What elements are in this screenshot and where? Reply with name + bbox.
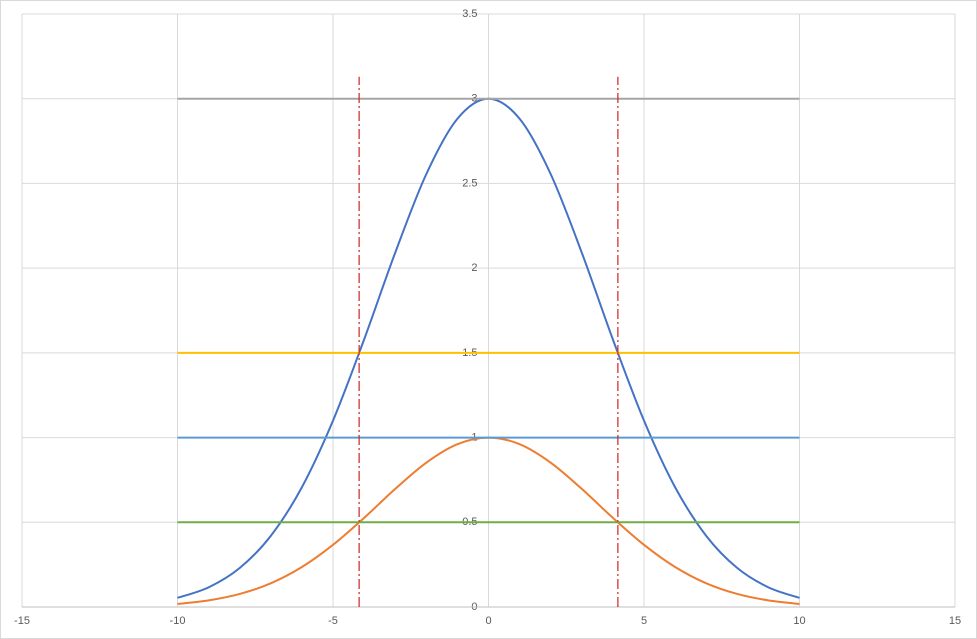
x-tick-label: -15 [14,615,30,627]
x-tick-label: -10 [170,615,186,627]
x-tick-label: 10 [793,615,805,627]
x-tick-label: 5 [641,615,647,627]
y-tick-label: 2 [471,262,477,274]
x-tick-label: -5 [328,615,338,627]
x-tick-label: 15 [949,615,961,627]
x-tick-label: 0 [485,615,491,627]
y-tick-label: 2.5 [462,177,477,189]
y-tick-label: 3.5 [462,8,477,20]
